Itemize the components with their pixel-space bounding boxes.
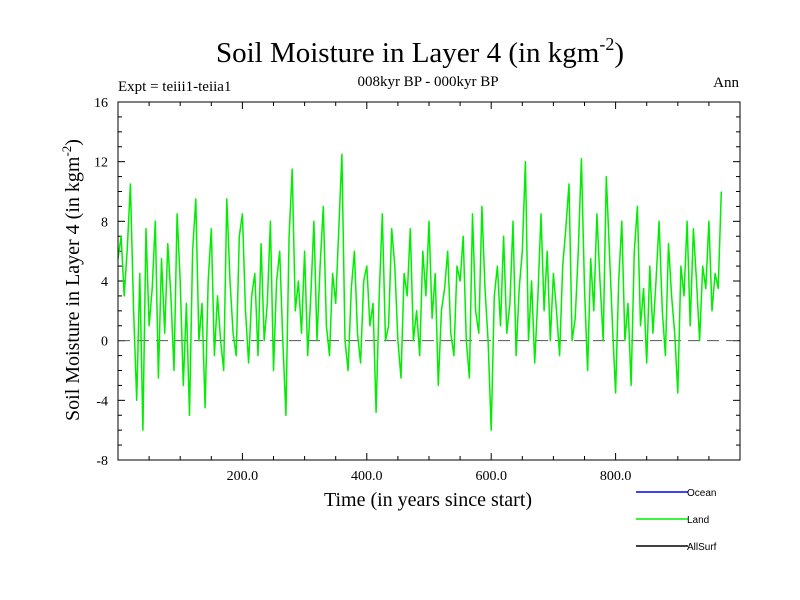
chart-title: Soil Moisture in Layer 4 (in kgm-2): [216, 34, 624, 69]
series-line-land: [117, 153, 723, 431]
y-tick-label: 0: [101, 335, 108, 350]
legend: Ocean Land AllSurf: [636, 488, 717, 553]
y-tick-label: -4: [96, 394, 108, 409]
legend-label-allsurf: AllSurf: [687, 542, 717, 553]
legend-label-land: Land: [687, 515, 709, 526]
y-axis-ticks: -8 -4 0 4 8 12 16: [94, 96, 740, 469]
y-tick-label: 12: [94, 156, 108, 171]
y-tick-label: 8: [101, 215, 108, 230]
y-axis-label-suffix: ): [62, 139, 84, 146]
chart-title-suffix: ): [614, 37, 624, 69]
y-tick-label: 4: [101, 275, 108, 290]
season-label: Ann: [713, 75, 739, 91]
x-axis-ticks: 200.0 400.0 600.0 800.0: [148, 102, 710, 484]
plot-frame: [117, 101, 741, 461]
x-tick-label: 200.0: [227, 469, 259, 484]
x-tick-label: 600.0: [475, 469, 507, 484]
chart-title-superscript: -2: [599, 34, 614, 54]
x-tick-label: 400.0: [351, 469, 383, 484]
y-tick-label: -8: [96, 454, 108, 469]
x-tick-label: 800.0: [600, 469, 632, 484]
y-axis-label-superscript: -2: [59, 146, 74, 157]
experiment-label: Expt = teiii1-teiia1: [118, 79, 231, 95]
x-axis-label: Time (in years since start): [324, 489, 532, 511]
y-axis-label: Soil Moisture in Layer 4 (in kgm-2): [59, 139, 84, 421]
chart-subtitle: 008kyr BP - 000kyr BP: [357, 74, 498, 90]
y-tick-label: 16: [94, 96, 108, 111]
legend-label-ocean: Ocean: [687, 488, 716, 499]
